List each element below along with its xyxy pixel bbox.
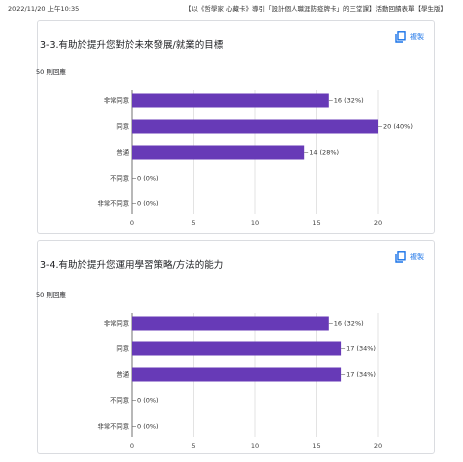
category-label: 非常不同意 bbox=[98, 199, 129, 208]
response-count: 50 則回應 bbox=[36, 291, 66, 299]
x-tick-label: 10 bbox=[251, 219, 259, 227]
category-label: 同意 bbox=[116, 344, 129, 353]
bar-chart-3-3: 0 5 10 15 20 非常同意 16 (32%) 同意 20 (40%) 普通 14 (28%)… bbox=[98, 90, 413, 227]
x-tick-label: 5 bbox=[191, 219, 195, 227]
bar bbox=[132, 93, 329, 108]
x-tick-label: 0 bbox=[130, 442, 134, 450]
copy-chart-button[interactable]: 複製 bbox=[395, 31, 424, 43]
category-label: 普通 bbox=[116, 148, 129, 157]
x-tick-label: 10 bbox=[251, 442, 259, 450]
bar bbox=[132, 316, 329, 331]
copy-label: 複製 bbox=[410, 33, 424, 41]
category-label: 非常同意 bbox=[104, 96, 129, 105]
x-tick-label: 0 bbox=[130, 219, 134, 227]
data-label: 17 (34%) bbox=[346, 345, 376, 353]
data-label: 0 (0%) bbox=[137, 397, 159, 405]
copy-icon bbox=[395, 31, 406, 43]
data-label: 16 (32%) bbox=[334, 97, 364, 105]
question-title: 3-4.有助於提升您運用學習策略/方法的能力 bbox=[40, 260, 224, 271]
category-label: 不同意 bbox=[110, 396, 129, 405]
x-tick-label: 15 bbox=[312, 442, 320, 450]
print-header: 2022/11/20 上午10:35 【以《哲學家 心藏卡》導引「設計個人職涯防… bbox=[0, 0, 463, 14]
x-tick-label: 20 bbox=[374, 219, 382, 227]
question-card-3-3: 3-3.有助於提升您對於未來發展/就業的目標 50 則回應 複製 0 5 10 15 2… bbox=[36, 20, 435, 234]
bar bbox=[132, 341, 342, 356]
data-label: 16 (32%) bbox=[334, 320, 364, 328]
category-label: 同意 bbox=[116, 122, 129, 131]
print-doc-title: 【以《哲學家 心藏卡》導引「設計個人職涯防疫牌卡」的三堂課】活動回饋表單【學生版… bbox=[184, 5, 447, 13]
question-card-3-4: 3-4.有助於提升您運用學習策略/方法的能力 50 則回應 複製 0 5 10 15 2… bbox=[36, 240, 435, 454]
category-label: 普通 bbox=[116, 370, 129, 379]
data-label: 20 (40%) bbox=[383, 123, 413, 131]
x-tick-label: 5 bbox=[191, 442, 195, 450]
x-tick-label: 15 bbox=[312, 219, 320, 227]
copy-label: 複製 bbox=[410, 253, 424, 261]
x-tick-label: 20 bbox=[374, 442, 382, 450]
data-label: 0 (0%) bbox=[137, 423, 159, 431]
bar bbox=[132, 367, 342, 382]
data-label: 17 (34%) bbox=[346, 371, 376, 379]
bar bbox=[132, 119, 378, 134]
data-label: 0 (0%) bbox=[137, 175, 159, 183]
data-label: 0 (0%) bbox=[137, 200, 159, 208]
copy-chart-button[interactable]: 複製 bbox=[395, 251, 424, 263]
category-label: 非常不同意 bbox=[98, 422, 129, 431]
bar bbox=[132, 145, 305, 160]
response-count: 50 則回應 bbox=[36, 68, 66, 76]
question-title: 3-3.有助於提升您對於未來發展/就業的目標 bbox=[40, 40, 224, 51]
data-label: 14 (28%) bbox=[309, 149, 339, 157]
category-label: 非常同意 bbox=[104, 319, 129, 328]
category-label: 不同意 bbox=[110, 174, 129, 183]
copy-icon bbox=[395, 251, 406, 263]
bar-chart-3-4: 0 5 10 15 20 非常同意 16 (32%) 同意 17 (34%) 普通 17 (34%)… bbox=[98, 313, 382, 450]
print-datetime: 2022/11/20 上午10:35 bbox=[8, 5, 80, 13]
